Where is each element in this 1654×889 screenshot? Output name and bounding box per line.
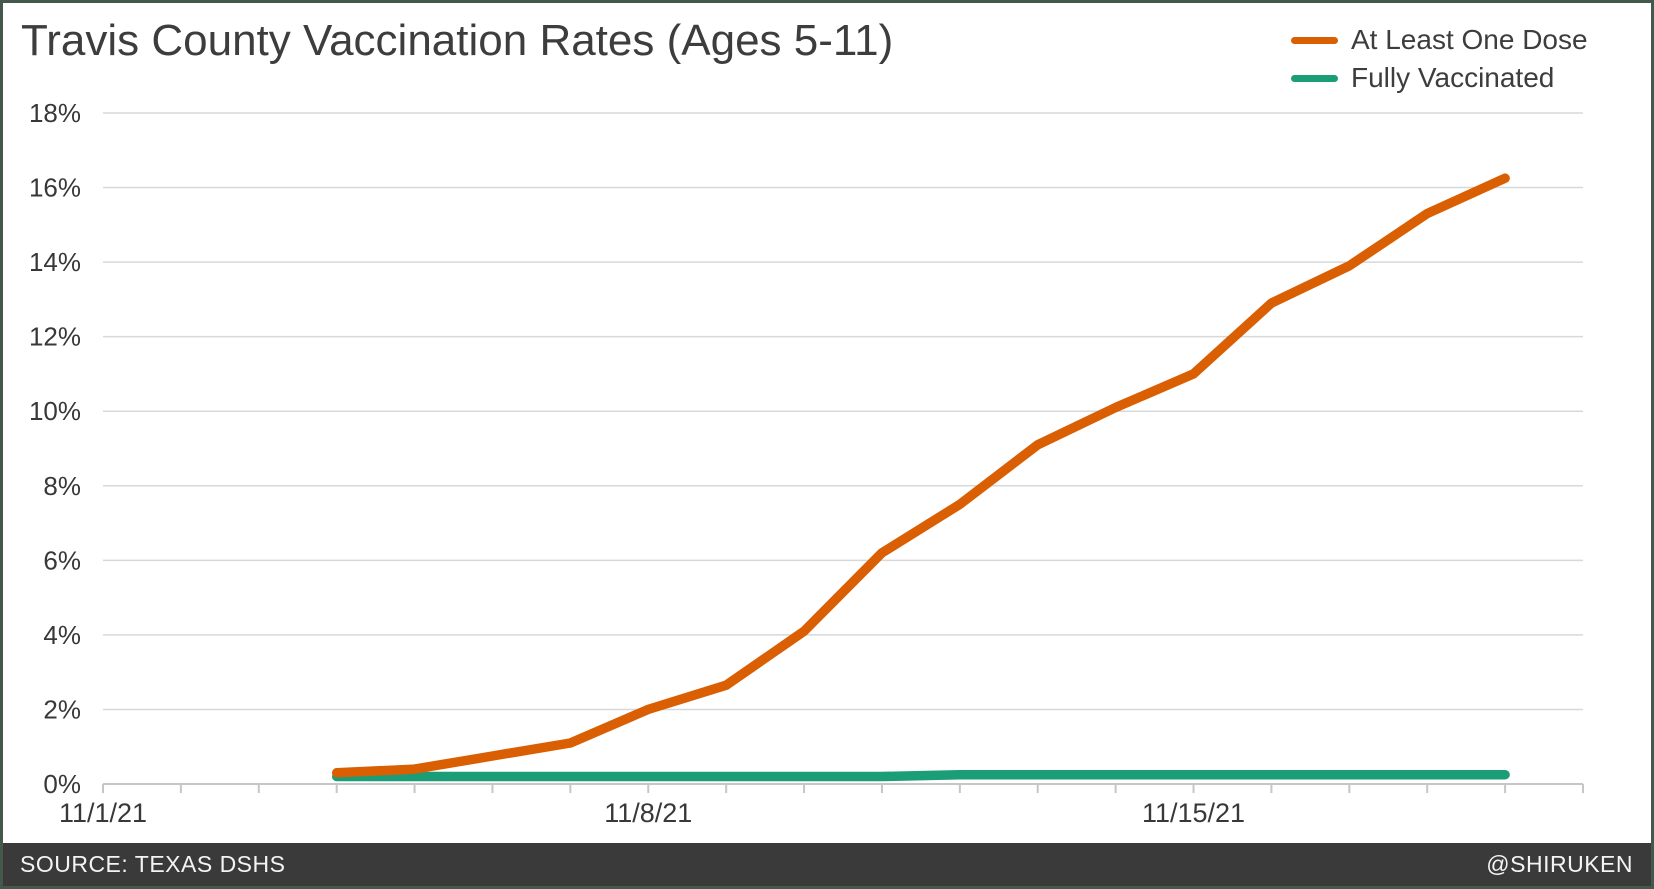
x-axis-tick-label: 11/1/21 bbox=[59, 798, 147, 828]
series-line-fully-vaccinated bbox=[331, 769, 1510, 782]
y-axis-tick-label: 2% bbox=[43, 694, 81, 724]
footer-source-text: SOURCE: TEXAS DSHS bbox=[20, 851, 286, 877]
chart-region: 0% 2% 4% 6% 8% 10% 12% 14% 16% 18% 11/1/21 11/8/21 1… bbox=[3, 3, 1651, 843]
legend-label: Fully Vaccinated bbox=[1351, 62, 1555, 93]
y-axis-tick-label: 14% bbox=[29, 247, 81, 277]
legend-swatch-icon bbox=[1291, 36, 1338, 44]
x-axis-tick-label: 11/8/21 bbox=[604, 798, 692, 828]
footer-credit-text: @SHIRUKEN bbox=[1486, 851, 1633, 877]
y-axis-tick-label: 8% bbox=[43, 471, 81, 501]
legend: At Least One Dose Fully Vaccinated bbox=[1291, 21, 1588, 97]
y-axis-tick-label: 16% bbox=[29, 173, 81, 203]
x-axis-tick-label: 11/15/21 bbox=[1142, 798, 1245, 828]
y-axis-tick-label: 4% bbox=[43, 620, 81, 650]
y-axis-tick-label: 18% bbox=[29, 98, 81, 128]
legend-item: Fully Vaccinated bbox=[1291, 59, 1588, 97]
y-axis-tick-label: 12% bbox=[29, 322, 81, 352]
footer-bar: SOURCE: TEXAS DSHS @SHIRUKEN bbox=[3, 843, 1651, 886]
vaccination-rates-chart: 0% 2% 4% 6% 8% 10% 12% 14% 16% 18% 11/1/21 11/8/21 1… bbox=[29, 98, 1584, 828]
y-axis-tick-label: 10% bbox=[29, 396, 81, 426]
legend-label: At Least One Dose bbox=[1351, 24, 1588, 55]
legend-swatch-icon bbox=[1291, 74, 1338, 82]
y-axis-tick-label: 6% bbox=[43, 545, 81, 575]
page-title: Travis County Vaccination Rates (Ages 5-… bbox=[21, 16, 894, 65]
legend-item: At Least One Dose bbox=[1291, 21, 1588, 59]
series-line-at-least-one-dose bbox=[331, 173, 1510, 778]
y-axis-tick-label: 0% bbox=[43, 769, 81, 799]
